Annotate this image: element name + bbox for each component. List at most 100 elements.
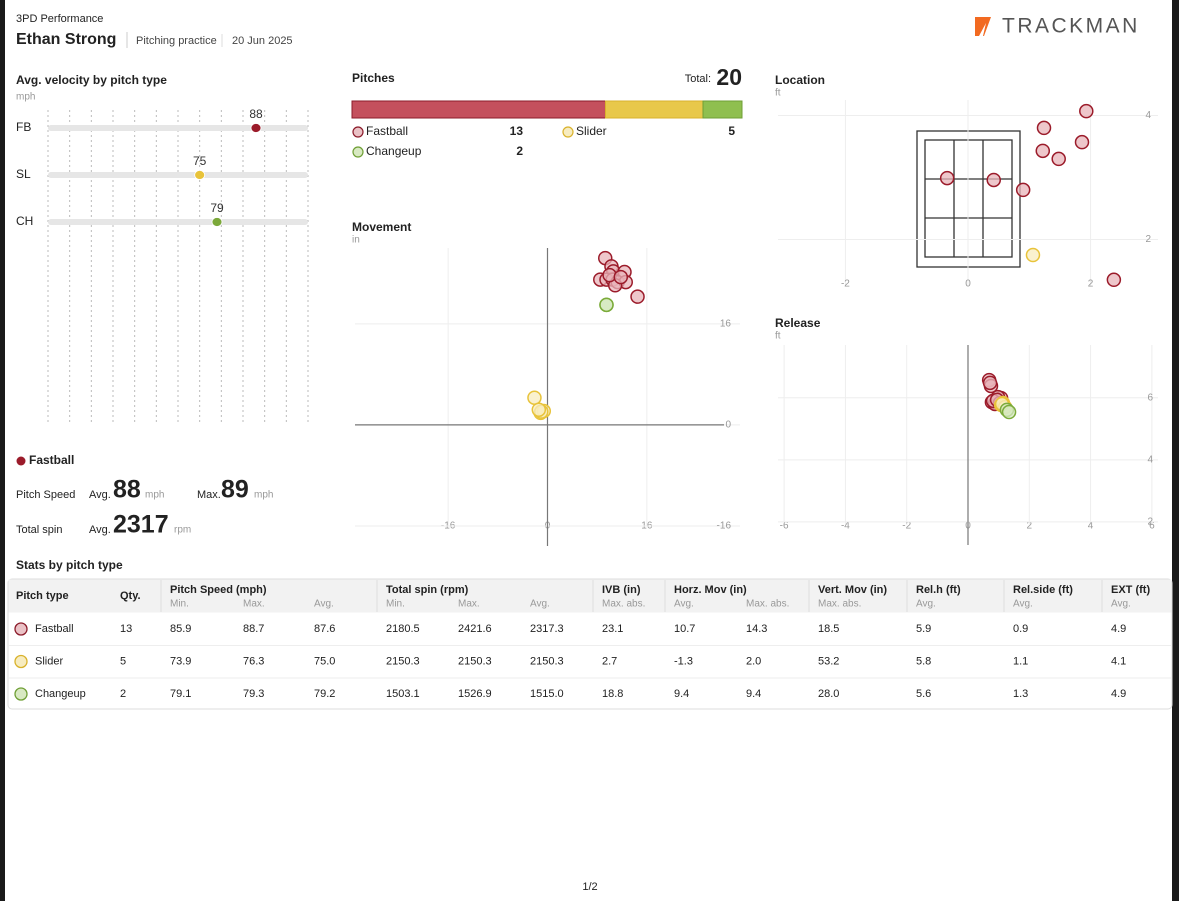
row-marker: [14, 622, 28, 636]
chart-title: Release: [775, 316, 821, 330]
unit: in: [352, 235, 360, 246]
velocity-marker: [250, 123, 262, 133]
cell: 79.1: [170, 688, 191, 700]
zone-grid: [925, 140, 1012, 257]
unit: mph: [145, 490, 164, 501]
avg-label: Avg.: [89, 524, 111, 536]
cell: 85.9: [170, 623, 191, 635]
table-header-bg: [8, 579, 1172, 613]
cell: 0.9: [1013, 623, 1028, 635]
unit: rpm: [174, 525, 191, 536]
pitch-point: [1079, 103, 1094, 119]
column-subheader: Avg.: [916, 599, 936, 610]
cell: 4.9: [1111, 688, 1126, 700]
frame-right: [1172, 0, 1179, 901]
x-tick-label: -2: [902, 521, 911, 532]
table-title: Stats by pitch type: [16, 558, 123, 572]
value-label: 75: [193, 154, 207, 168]
y-tick-label: 4: [1145, 110, 1151, 121]
cell: 87.6: [314, 623, 335, 635]
pitch-point: [1035, 143, 1051, 159]
pitch-point: [1001, 404, 1017, 420]
cell: 4.9: [1111, 623, 1126, 635]
row-name: Fastball: [35, 623, 74, 635]
cell: 2: [120, 688, 126, 700]
column-subheader: Avg.: [314, 599, 334, 610]
column-header: Pitch Speed (mph): [170, 584, 267, 596]
cell: 5.8: [916, 655, 931, 667]
legend-marker: [352, 146, 364, 158]
category-label: SL: [16, 167, 31, 181]
cell: 23.1: [602, 623, 623, 635]
cell: 1.1: [1013, 655, 1028, 667]
velocity-marker: [211, 217, 223, 227]
cell: 4.1: [1111, 655, 1126, 667]
track: [48, 219, 308, 225]
page-number: 1/2: [582, 881, 597, 893]
cell: 18.5: [818, 623, 839, 635]
summary-marker: [16, 456, 26, 466]
y-tick-label: 2: [1145, 234, 1151, 245]
category-label: FB: [16, 120, 31, 134]
y-tick-label: -16: [717, 521, 732, 532]
pitch-point: [939, 170, 955, 186]
speed-max: 89: [221, 476, 249, 504]
logo: TRACKMAN: [1002, 15, 1140, 38]
unit: ft: [775, 331, 781, 342]
pitch-point: [1106, 272, 1122, 288]
avg-label: Avg.: [89, 489, 111, 501]
y-tick-label: 6: [1147, 392, 1153, 403]
metric-label: Pitch Speed: [16, 489, 75, 501]
column-subheader: Avg.: [1111, 599, 1131, 610]
column-header: Rel.side (ft): [1013, 584, 1073, 596]
pitch-point: [599, 297, 614, 313]
column-subheader: Avg.: [530, 599, 550, 610]
pitch-point: [1036, 120, 1052, 136]
cell: -1.3: [674, 655, 693, 667]
row-name: Changeup: [35, 688, 86, 700]
column-header: Horz. Mov (in): [674, 584, 747, 596]
pitch-point: [613, 269, 629, 285]
legend-marker: [562, 126, 574, 138]
value-label: 88: [249, 107, 263, 121]
column-subheader: Min.: [386, 599, 405, 610]
cell: 2180.5: [386, 623, 420, 635]
column-header: IVB (in): [602, 584, 641, 596]
column-header: Total spin (rpm): [386, 584, 469, 596]
bar-segment: [605, 100, 704, 119]
pitch-point: [982, 375, 998, 391]
cell: 2150.3: [458, 655, 492, 667]
x-tick-label: 4: [1088, 521, 1094, 532]
x-tick-label: 2: [1088, 279, 1094, 290]
row-marker: [14, 654, 28, 669]
cell: 9.4: [746, 688, 761, 700]
column-subheader: Max.: [243, 599, 265, 610]
y-tick-label: 2: [1147, 517, 1153, 528]
column-header: Qty.: [120, 590, 141, 602]
cell: 5.9: [916, 623, 931, 635]
cell: 88.7: [243, 623, 264, 635]
bar-segment: [702, 100, 743, 119]
pitch-point: [527, 390, 542, 405]
x-tick-label: 0: [965, 279, 971, 290]
cell: 13: [120, 623, 132, 635]
pitch-point: [1051, 151, 1066, 167]
cell: 14.3: [746, 623, 767, 635]
total-value: 20: [716, 64, 742, 90]
column-subheader: Max.: [458, 599, 480, 610]
logo-icon: [975, 17, 991, 36]
legend-label: Changeup: [366, 144, 422, 158]
track: [48, 172, 308, 178]
row-marker: [14, 687, 28, 701]
max-label: Max.: [197, 489, 221, 501]
table-frame: [7, 578, 1173, 710]
y-tick-label: 4: [1147, 454, 1153, 465]
frame-left: [0, 0, 5, 901]
total-label: Total:: [685, 73, 711, 85]
metric-label: Total spin: [16, 524, 62, 536]
category-label: CH: [16, 214, 33, 228]
date: 20 Jun 2025: [232, 35, 293, 47]
x-tick-label: -2: [841, 279, 850, 290]
